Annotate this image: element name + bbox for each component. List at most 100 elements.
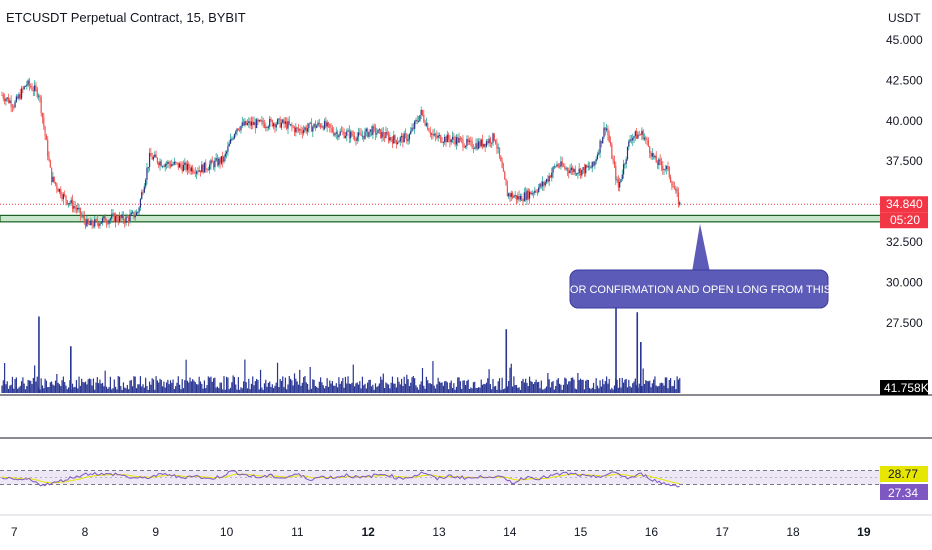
volume-bar <box>464 385 467 393</box>
volume-bar <box>511 386 514 393</box>
volume-bar <box>79 385 81 393</box>
volume-bar <box>668 379 670 393</box>
volume-bar <box>94 389 96 393</box>
volume-bar <box>304 376 306 393</box>
candle-body <box>660 160 663 166</box>
volume-bar <box>205 388 207 393</box>
volume-bar <box>536 382 539 393</box>
volume-bar <box>553 389 555 393</box>
candle-body <box>64 194 66 196</box>
candle-body <box>226 151 228 154</box>
volume-bar <box>387 384 390 393</box>
candle-body <box>505 178 507 186</box>
candle-body <box>2 95 4 99</box>
candle-body <box>224 153 226 157</box>
volume-bar <box>181 379 183 393</box>
candle-body <box>378 129 380 131</box>
candle-body <box>654 156 656 158</box>
volume-bar <box>391 376 394 393</box>
candle-body <box>500 156 502 162</box>
candle-body <box>497 147 499 149</box>
volume-bar <box>493 386 495 393</box>
candle-body <box>313 123 315 127</box>
candle-body <box>510 193 512 197</box>
volume-bar <box>137 384 139 393</box>
candle-body <box>116 215 118 221</box>
volume-bar <box>489 384 491 393</box>
candle-body <box>178 163 181 168</box>
candle-body <box>517 195 519 200</box>
candle-body <box>265 126 267 128</box>
volume-bar <box>649 380 651 393</box>
candle-body <box>394 135 396 141</box>
last-price-badge <box>880 196 928 213</box>
candle-body <box>143 186 145 193</box>
candle-body <box>359 132 361 134</box>
candle-body <box>73 206 75 209</box>
candle-body <box>404 133 407 135</box>
volume-bar <box>400 378 403 393</box>
candle-body <box>156 157 158 163</box>
volume-bar <box>552 381 554 393</box>
volume-bar <box>446 382 448 393</box>
candle-body <box>662 165 664 170</box>
volume-bar <box>548 379 550 393</box>
volume-bar <box>501 377 503 393</box>
volume-bar <box>530 380 532 393</box>
volume-bar <box>606 376 608 393</box>
volume-bar <box>653 379 655 393</box>
candle-body <box>244 121 246 126</box>
volume-bar <box>453 383 455 393</box>
volume-bar <box>342 377 344 393</box>
volume-badge <box>880 380 928 395</box>
candle-body <box>406 134 408 141</box>
candle-body <box>31 87 33 91</box>
candle-body <box>590 167 592 169</box>
volume-bar <box>617 387 619 393</box>
volume-bar <box>329 380 331 393</box>
candle-body <box>578 168 580 174</box>
candle-body <box>329 124 331 128</box>
volume-bar <box>249 389 251 393</box>
candle-body <box>643 137 646 140</box>
candle-body <box>639 134 642 136</box>
rsi-ma-badge-text: 28.77 <box>888 467 918 481</box>
volume-bar <box>466 380 468 393</box>
volume-bar <box>579 378 582 393</box>
candle-body <box>626 146 629 160</box>
volume-bar <box>224 389 226 393</box>
volume-bar <box>609 389 612 393</box>
volume-bar <box>662 383 664 393</box>
volume-badge-text: 41.758K <box>884 381 929 395</box>
volume-bar <box>248 378 250 393</box>
candle-body <box>262 120 264 125</box>
volume-bar <box>373 389 375 393</box>
candle-body <box>222 156 224 162</box>
volume-bar <box>299 369 301 393</box>
candle-body <box>436 135 438 138</box>
volume-bar <box>407 379 409 393</box>
candle-body <box>667 166 669 167</box>
candle-body <box>504 171 506 179</box>
candle-body <box>676 189 678 193</box>
candle-body <box>115 215 117 223</box>
candle-body <box>400 135 403 138</box>
candle-body <box>210 160 212 165</box>
volume-bar <box>672 385 674 393</box>
volume-bar <box>607 383 609 393</box>
overlays: WAIT FOR CONFIRMATION AND OPEN LONG FROM… <box>533 196 929 500</box>
volume-bar <box>26 386 28 393</box>
candle-body <box>295 127 297 133</box>
volume-bar <box>287 384 289 393</box>
volume-bar <box>570 377 572 393</box>
candle-body <box>95 219 97 221</box>
candle-body <box>414 121 416 129</box>
candle-body <box>352 135 354 137</box>
candle-body <box>303 129 305 134</box>
volume-bar <box>323 388 326 393</box>
candle-body <box>20 88 23 99</box>
candle-body <box>11 106 14 108</box>
volume-bar <box>296 381 298 393</box>
candle-body <box>608 135 610 142</box>
